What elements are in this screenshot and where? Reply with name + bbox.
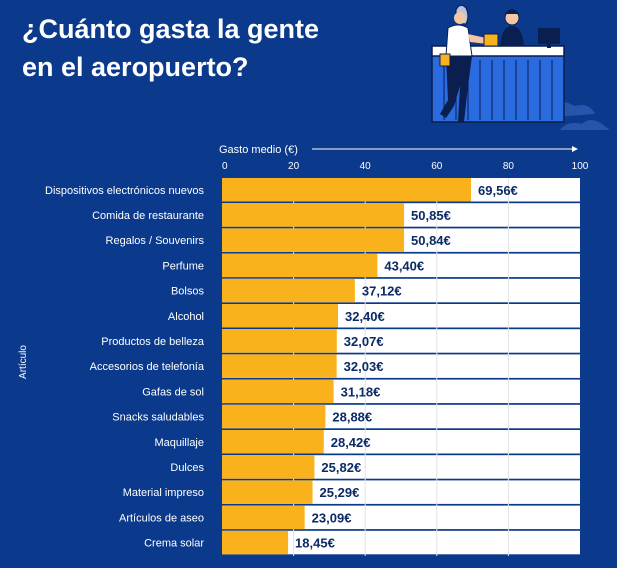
category-label: Gafas de sol — [142, 386, 204, 398]
value-label: 37,12€ — [362, 284, 402, 299]
value-label: 31,18€ — [341, 384, 381, 399]
bar — [222, 505, 305, 530]
value-label: 25,82€ — [321, 460, 361, 475]
category-label: Maquillaje — [154, 437, 204, 449]
airport-counter-illustration — [431, 4, 610, 130]
x-axis-ticks: 0 20 40 60 80 100 — [222, 161, 589, 172]
bar — [222, 228, 405, 252]
value-label: 28,42€ — [331, 435, 371, 450]
bar — [222, 178, 472, 202]
bar — [222, 530, 289, 555]
title-line-1: ¿Cuánto gasta la gente — [22, 14, 320, 44]
category-label: Crema solar — [144, 538, 204, 550]
traveller-person-icon — [439, 4, 499, 122]
x-tick-label: 20 — [288, 161, 300, 172]
value-label: 18,45€ — [295, 536, 335, 551]
x-tick-label: 100 — [572, 161, 589, 172]
bar — [222, 455, 315, 479]
x-tick-label: 40 — [360, 161, 372, 172]
value-label: 32,03€ — [344, 359, 384, 374]
category-label: Artículos de aseo — [119, 512, 204, 524]
bar — [222, 404, 326, 429]
x-axis-header: Gasto medio (€) 0 20 40 60 80 100 — [219, 144, 589, 172]
bar — [222, 329, 337, 353]
page-title: ¿Cuánto gasta la gente en el aeropuerto? — [22, 10, 402, 86]
x-tick-label: 0 — [222, 161, 228, 172]
category-label: Dispositivos electrónicos nuevos — [45, 185, 204, 197]
category-label: Alcohol — [168, 311, 204, 323]
x-tick-label: 60 — [431, 161, 443, 172]
value-label: 50,84€ — [411, 233, 451, 248]
bar-track — [222, 530, 580, 555]
bar — [222, 278, 355, 303]
bar-series: Dispositivos electrónicos nuevos 69,56€ Co… — [45, 178, 580, 556]
category-label: Snacks saludables — [112, 412, 204, 424]
bar — [222, 430, 324, 454]
bar — [222, 379, 334, 404]
x-tick-label: 80 — [503, 161, 515, 172]
category-label: Accesorios de telefonía — [90, 361, 205, 373]
agent-person-icon — [500, 9, 524, 46]
bar — [222, 354, 337, 378]
value-label: 23,09€ — [312, 510, 352, 525]
category-label: Productos de belleza — [101, 336, 205, 348]
bar — [222, 480, 313, 504]
y-axis-label: Artículo — [18, 345, 29, 379]
value-label: 25,29€ — [320, 485, 360, 500]
value-label: 69,56€ — [478, 183, 518, 198]
category-label: Comida de restaurante — [92, 210, 204, 222]
category-label: Bolsos — [171, 286, 205, 298]
category-label: Perfume — [162, 260, 204, 272]
bar — [222, 203, 405, 227]
value-label: 32,07€ — [344, 334, 384, 349]
value-label: 28,88€ — [332, 410, 372, 425]
bar-track — [222, 505, 580, 530]
category-label: Regalos / Souvenirs — [106, 235, 205, 247]
category-label: Dulces — [170, 462, 204, 474]
title-line-2: en el aeropuerto? — [22, 52, 249, 82]
category-label: Material impreso — [123, 487, 204, 499]
x-axis-label: Gasto medio (€) — [219, 144, 298, 156]
value-label: 43,40€ — [384, 258, 424, 273]
bar — [222, 253, 378, 278]
bar — [222, 304, 338, 328]
x-axis-arrow-head-icon — [572, 146, 578, 152]
value-label: 50,85€ — [411, 208, 451, 223]
value-label: 32,40€ — [345, 309, 385, 324]
